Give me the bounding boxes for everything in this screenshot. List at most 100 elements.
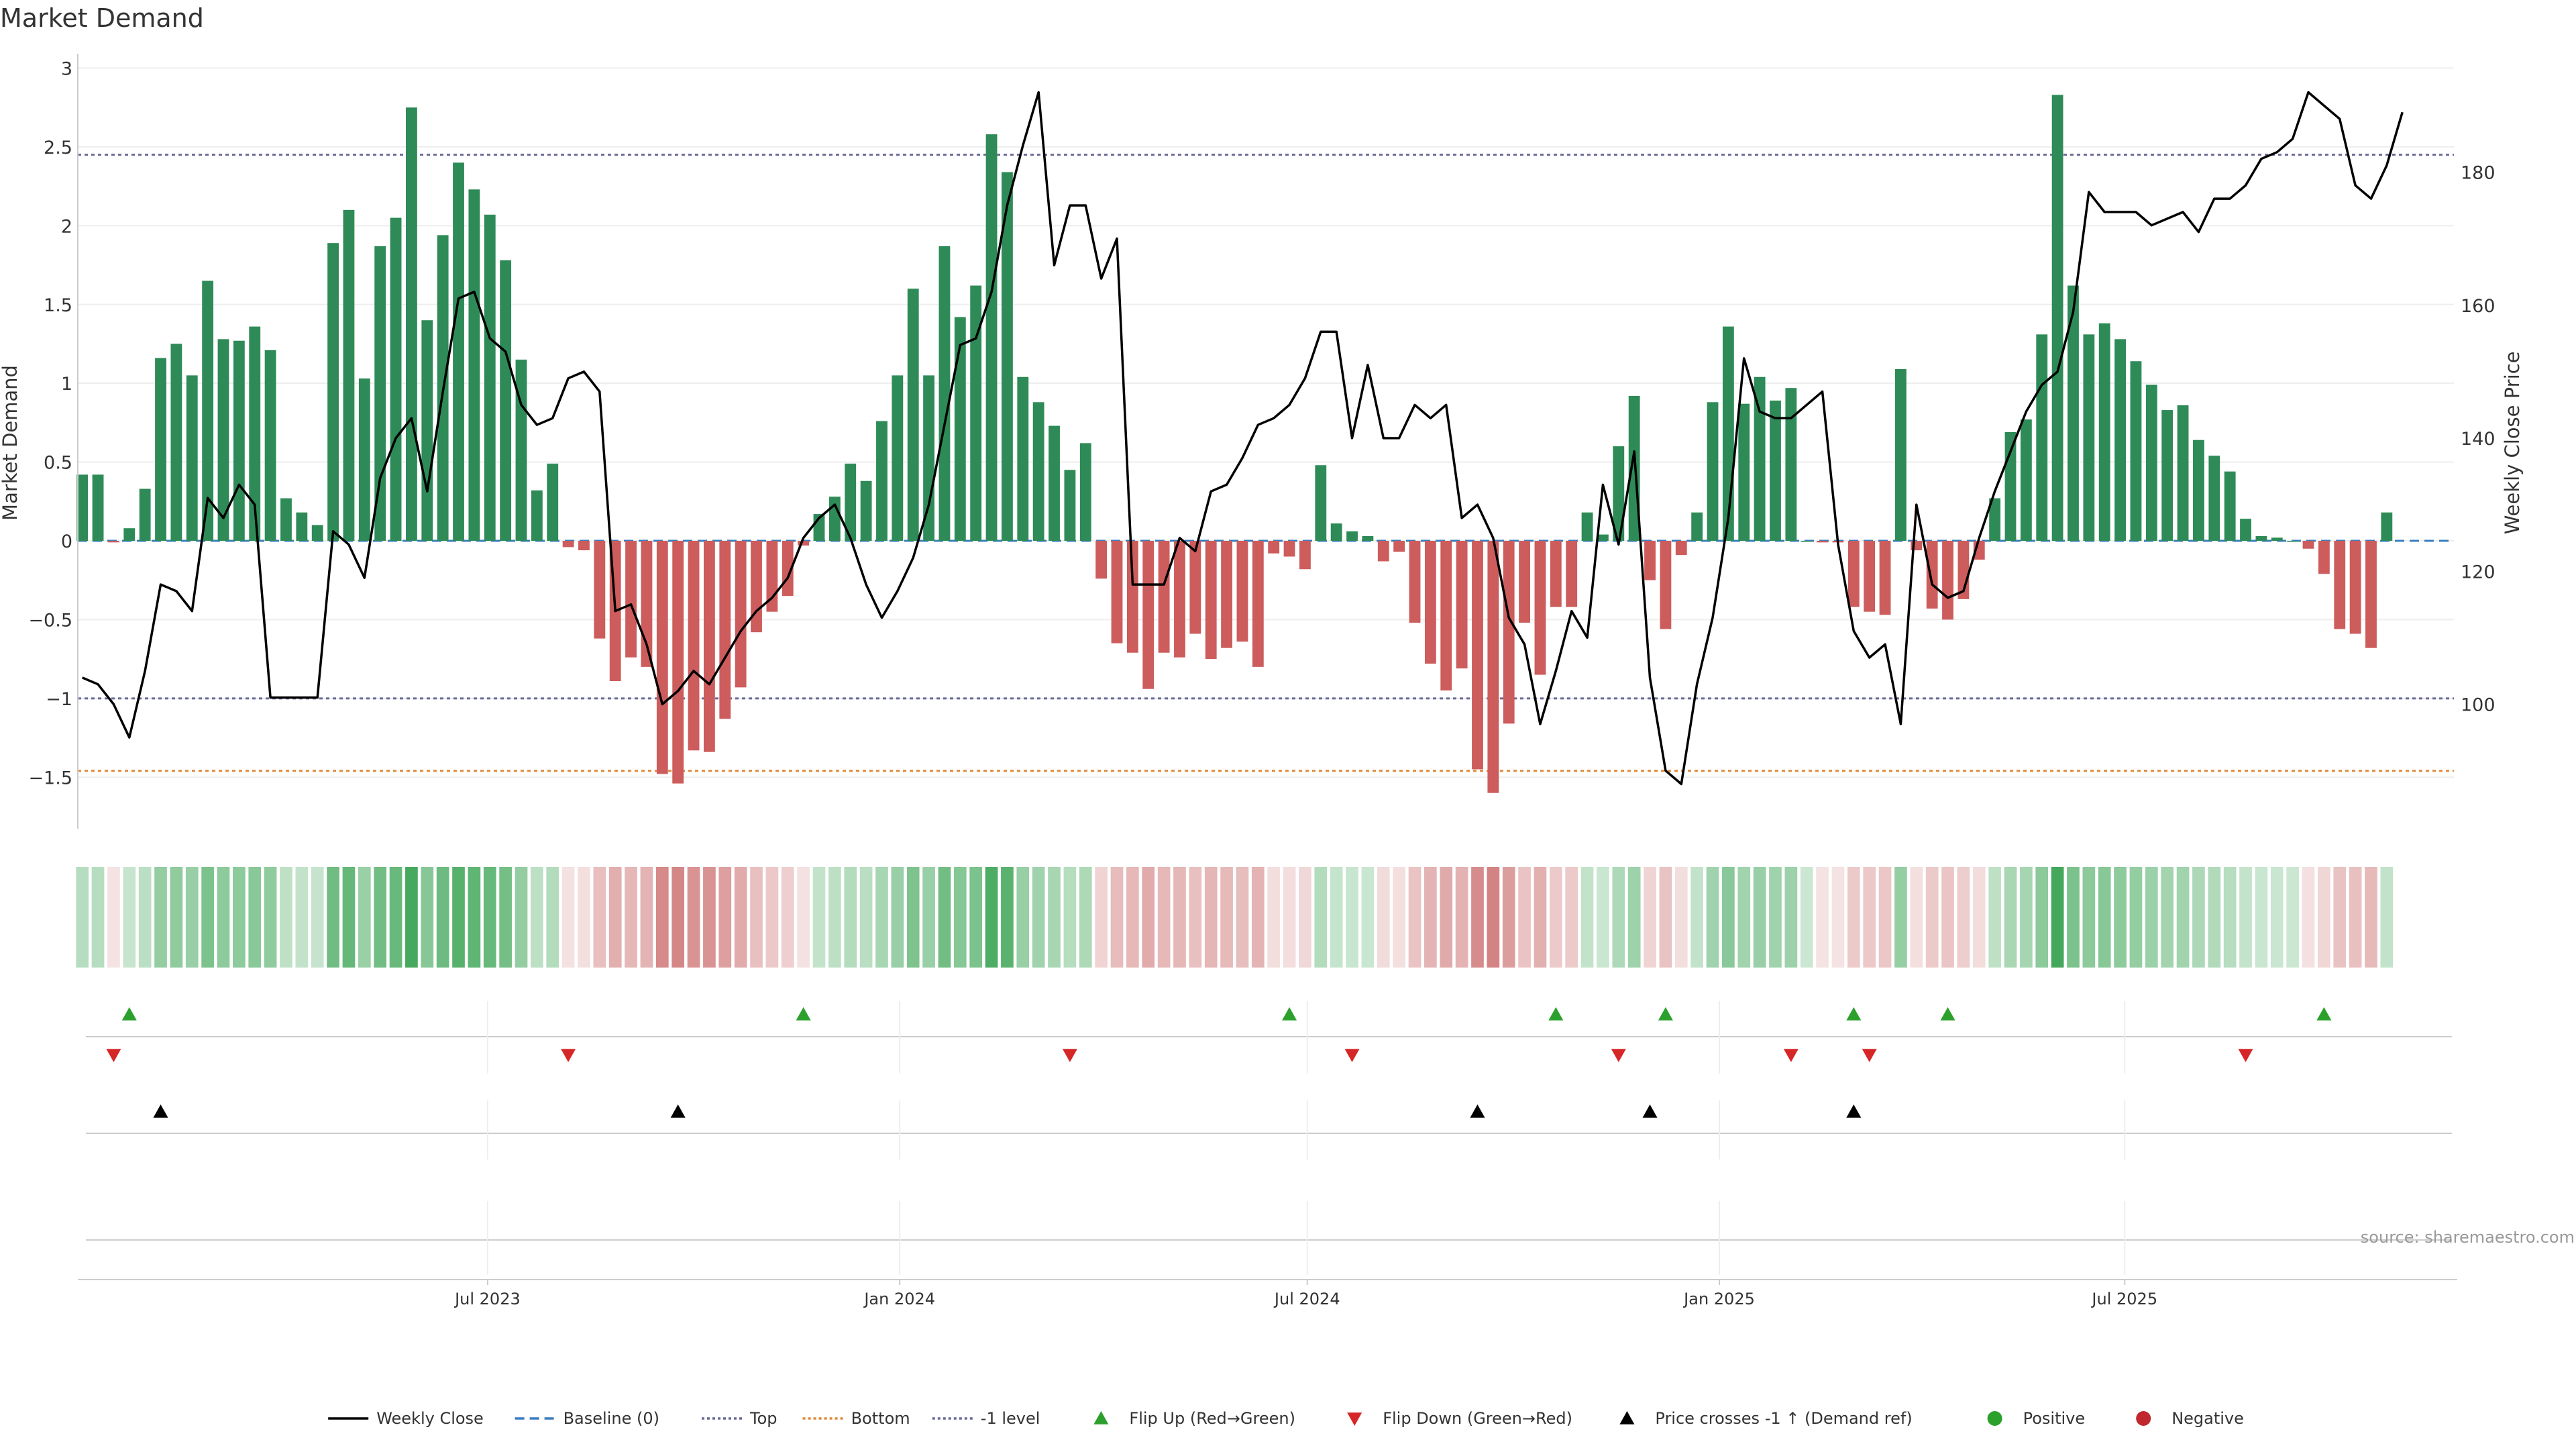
y-tick-label: 0 bbox=[61, 531, 72, 552]
negative-demand-bar bbox=[688, 541, 700, 751]
legend-item: Negative bbox=[2136, 1409, 2244, 1428]
heat-cell bbox=[1251, 867, 1265, 968]
positive-demand-bar bbox=[2193, 439, 2204, 541]
heat-cell bbox=[608, 867, 622, 968]
legend-item: -1 level bbox=[932, 1409, 1040, 1428]
flip-up-marker bbox=[2316, 1007, 2332, 1021]
positive-demand-bar bbox=[2177, 405, 2189, 541]
heat-cell bbox=[891, 867, 904, 968]
positive-demand-bar bbox=[954, 317, 966, 541]
heat-cell bbox=[1988, 867, 2001, 968]
heat-cell bbox=[1110, 867, 1124, 968]
positive-demand-bar bbox=[327, 243, 339, 541]
weekly-close-series bbox=[82, 91, 2404, 786]
heat-cell bbox=[1784, 867, 1798, 968]
heat-cell bbox=[906, 867, 920, 968]
positive-demand-bar bbox=[2161, 410, 2174, 541]
weekly-close-line bbox=[82, 91, 2404, 786]
demand-heat-strip bbox=[76, 867, 2394, 968]
negative-demand-bar bbox=[2349, 541, 2361, 634]
heat-cell bbox=[1659, 867, 1672, 968]
heat-cell bbox=[969, 867, 983, 968]
heat-cell bbox=[248, 867, 262, 968]
negative-demand-bar bbox=[1926, 541, 1938, 609]
heat-cell bbox=[421, 867, 434, 968]
flip-down-marker bbox=[1344, 1049, 1360, 1062]
legend-label: -1 level bbox=[981, 1409, 1040, 1428]
positive-demand-bar bbox=[264, 350, 276, 541]
positive-demand-bar bbox=[1064, 470, 1076, 541]
heat-cell bbox=[1157, 867, 1171, 968]
heat-cell bbox=[1095, 867, 1108, 968]
heat-cell bbox=[2365, 867, 2377, 968]
positive-demand-bar bbox=[296, 512, 308, 541]
heat-cell bbox=[327, 867, 339, 968]
y-tick-label: 1.5 bbox=[44, 295, 72, 316]
positive-demand-bar bbox=[828, 497, 841, 541]
heat-cell bbox=[2302, 867, 2315, 968]
heat-cell bbox=[2145, 867, 2158, 968]
heat-cell bbox=[2129, 867, 2143, 968]
negative-demand-bar bbox=[562, 541, 574, 548]
heat-cell bbox=[233, 867, 246, 968]
positive-demand-bar bbox=[186, 375, 198, 541]
heat-cell bbox=[2098, 867, 2111, 968]
heat-cell bbox=[1612, 867, 1625, 968]
flip-up-marker bbox=[1282, 1007, 1297, 1021]
positive-demand-bar bbox=[92, 474, 104, 541]
heat-cell bbox=[2223, 867, 2237, 968]
legend-label: Baseline (0) bbox=[564, 1409, 659, 1428]
heat-cell bbox=[123, 867, 136, 968]
negative-demand-bar bbox=[1864, 541, 1876, 612]
heat-cell bbox=[1142, 867, 1155, 968]
heat-cell bbox=[1001, 867, 1014, 968]
positive-demand-bar bbox=[453, 162, 464, 541]
positive-demand-bar bbox=[2208, 456, 2220, 541]
positive-demand-bar bbox=[1707, 402, 1719, 541]
heat-cell bbox=[483, 867, 496, 968]
positive-demand-bar bbox=[2068, 285, 2079, 541]
flip-down-marker bbox=[1783, 1049, 1799, 1062]
heat-cell bbox=[1079, 867, 1092, 968]
heat-cell bbox=[718, 867, 732, 968]
heat-cell bbox=[1737, 867, 1751, 968]
positive-demand-bar bbox=[1330, 523, 1342, 541]
y-tick-label: 2.5 bbox=[44, 138, 72, 158]
heat-cell bbox=[201, 867, 214, 968]
positive-demand-bar bbox=[123, 528, 136, 541]
flip-up-marker bbox=[1846, 1007, 1862, 1021]
heat-cell bbox=[1204, 867, 1218, 968]
negative-demand-bar bbox=[656, 541, 668, 774]
heat-cell bbox=[1580, 867, 1594, 968]
heat-cell bbox=[2051, 867, 2064, 968]
legend-item: Positive bbox=[1987, 1409, 2085, 1428]
positive-demand-bar bbox=[2224, 471, 2236, 541]
legend-label: Top bbox=[749, 1409, 777, 1428]
legend-label: Price crosses -1 ↑ (Demand ref) bbox=[1655, 1409, 1912, 1428]
positive-demand-bar bbox=[139, 488, 151, 541]
heat-cell bbox=[781, 867, 794, 968]
heat-cell bbox=[389, 867, 402, 968]
heat-cell bbox=[1753, 867, 1766, 968]
heat-cell bbox=[2020, 867, 2033, 968]
price-cross-marker bbox=[153, 1104, 168, 1118]
heat-cell bbox=[1299, 867, 1311, 968]
heat-cell bbox=[1408, 867, 1421, 968]
heat-cell bbox=[1690, 867, 1703, 968]
source-note: source: sharemaestro.com bbox=[2361, 1228, 2575, 1247]
price-cross-marker bbox=[670, 1104, 686, 1118]
positive-demand-bar bbox=[1017, 376, 1029, 541]
positive-demand-bar bbox=[1785, 388, 1797, 541]
heat-cell bbox=[687, 867, 700, 968]
heat-cell bbox=[342, 867, 356, 968]
legend-label: Negative bbox=[2171, 1409, 2244, 1428]
heat-cell bbox=[1361, 867, 1375, 968]
positive-demand-bar bbox=[2255, 535, 2267, 541]
heat-cell bbox=[2035, 867, 2049, 968]
heat-cell bbox=[1455, 867, 1468, 968]
positive-demand-bar bbox=[876, 421, 888, 541]
positive-demand-bar bbox=[1079, 443, 1091, 541]
price-cross-marker bbox=[1846, 1104, 1862, 1118]
negative-demand-bar bbox=[2302, 541, 2314, 549]
